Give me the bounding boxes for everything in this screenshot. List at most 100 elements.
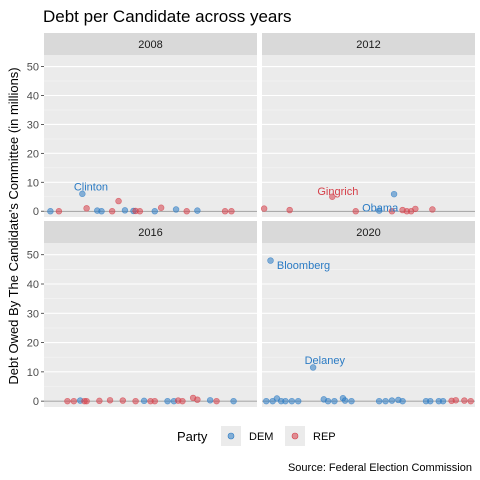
data-point (375, 397, 383, 405)
panel-2008: 2008 0 10 20 30 40 50 Clinton (27, 33, 257, 218)
data-point (55, 208, 63, 215)
data-point (295, 397, 302, 405)
data-point (221, 208, 229, 215)
y-tick-label: 20 (27, 338, 39, 350)
y-tick-label: 50 (27, 250, 39, 262)
data-point (115, 197, 122, 205)
legend-key-point (227, 432, 235, 440)
data-point (79, 190, 86, 198)
data-point (331, 397, 338, 405)
data-point (286, 206, 293, 214)
panel-background (44, 55, 257, 217)
legend-entry-rep: REP (285, 426, 336, 446)
data-point (390, 190, 398, 198)
y-tick-label: 30 (27, 119, 39, 131)
data-point (140, 397, 148, 405)
data-point (157, 204, 165, 211)
y-tick-label: 50 (27, 62, 39, 74)
data-point (132, 397, 139, 405)
data-point (47, 208, 54, 215)
data-point (263, 397, 270, 405)
data-point (172, 206, 180, 213)
y-axis-title: Debt Owed By The Candidate's Committee (… (6, 67, 21, 384)
annotation-clinton: Clinton (74, 182, 108, 194)
data-point (213, 397, 220, 405)
data-point (461, 397, 468, 404)
data-point (64, 397, 71, 405)
data-point (108, 208, 116, 215)
panel-background (44, 243, 257, 407)
data-point (412, 205, 419, 213)
chart-caption: Source: Federal Election Commission (288, 462, 472, 474)
strip-background (44, 33, 257, 55)
legend-entry-dem: DEM (221, 426, 273, 446)
data-point (194, 207, 201, 214)
chart-title: Debt per Candidate across years (43, 7, 292, 26)
data-point (83, 397, 90, 405)
data-point (183, 208, 190, 215)
data-point (399, 397, 406, 405)
data-point (341, 397, 349, 404)
data-point (70, 397, 78, 405)
data-point (382, 397, 389, 405)
data-point (179, 397, 186, 405)
legend-key-point (291, 432, 299, 440)
data-point (228, 208, 235, 215)
data-point (260, 205, 268, 212)
data-point (429, 206, 436, 213)
data-point (388, 397, 396, 404)
strip-label: 2016 (138, 227, 162, 239)
data-point (98, 208, 105, 215)
data-point (324, 397, 332, 405)
data-point (375, 207, 383, 214)
annotation-bloomberg: Bloomberg (277, 260, 330, 272)
y-tick-label: 20 (27, 148, 39, 160)
y-tick-label: 40 (27, 91, 39, 103)
panel-background (262, 243, 475, 407)
data-point (230, 397, 237, 405)
data-point (282, 397, 289, 405)
panel-2020: 2020 Bloomberg Delaney (262, 221, 475, 407)
y-tick-label: 0 (33, 396, 39, 408)
strip-label: 2012 (356, 39, 380, 51)
data-point (467, 397, 474, 405)
strip-background (262, 221, 475, 243)
data-point (352, 208, 359, 215)
strip-background (262, 33, 475, 55)
data-point (96, 397, 103, 405)
legend-label: REP (313, 431, 336, 443)
data-point (439, 397, 447, 405)
legend-title: Party (177, 429, 208, 444)
data-point (121, 207, 129, 214)
data-point (151, 208, 158, 215)
data-point (427, 397, 434, 405)
data-point (388, 208, 396, 215)
data-point (106, 397, 114, 404)
y-tick-label: 0 (33, 206, 39, 218)
data-point (267, 257, 274, 264)
legend: Party DEM REP (177, 426, 336, 446)
panel-2012: 2012 Gingrich Obama (260, 33, 475, 217)
data-point (136, 208, 144, 215)
strip-label: 2020 (356, 227, 380, 239)
strip-label: 2008 (138, 39, 162, 51)
panels-layer: 200801020304050Clinton2012GingrichObama2… (27, 33, 475, 408)
data-point (83, 205, 90, 212)
data-point (164, 397, 171, 405)
data-point (329, 193, 336, 200)
annotation-obama: Obama (362, 203, 399, 215)
data-point (151, 397, 158, 405)
panel-2016: 2016 0 10 20 30 40 50 (27, 221, 257, 408)
y-tick-label: 10 (27, 177, 39, 189)
legend-label: DEM (249, 431, 273, 443)
panel-background (262, 55, 475, 217)
data-point (194, 396, 201, 403)
annotation-gingrich: Gingrich (317, 186, 358, 198)
strip-background (44, 221, 257, 243)
y-tick-label: 10 (27, 367, 39, 379)
y-tick-label: 30 (27, 308, 39, 320)
data-point (119, 397, 127, 404)
data-point (348, 397, 355, 405)
